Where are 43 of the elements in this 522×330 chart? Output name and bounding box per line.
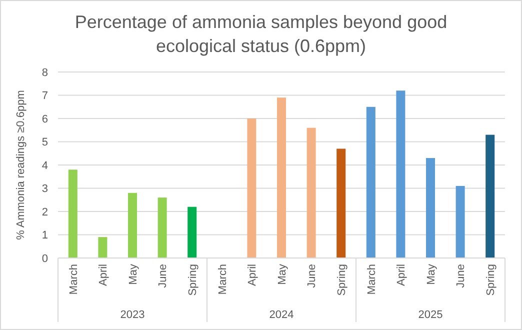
x-tick-label: June — [455, 264, 468, 288]
text: 2025 — [418, 309, 443, 321]
bar — [336, 148, 346, 258]
x-tick-label: Spring — [186, 264, 199, 296]
y-tick-label: 3 — [42, 183, 48, 196]
x-tick-label: April — [396, 264, 408, 286]
y-tick-label: 7 — [42, 90, 48, 102]
x-tick-label: March — [366, 264, 378, 295]
y-tick-label: 4 — [42, 160, 48, 172]
x-tick-label: May — [127, 264, 140, 285]
chart-title: Percentage of ammonia samples beyond good ecological status (0.6ppm) — [74, 12, 448, 56]
x-tick-label: Spring — [336, 264, 348, 296]
bar — [98, 237, 108, 258]
x-tick-label: June — [157, 264, 170, 288]
x-tick-label: March — [68, 264, 80, 295]
bar — [128, 192, 137, 258]
y-tick-label: 6 — [42, 113, 48, 126]
bar — [426, 158, 435, 258]
bar — [247, 118, 256, 258]
bar — [486, 134, 495, 258]
y-tick-label: 1 — [42, 230, 48, 242]
y-tick-label: 2 — [42, 206, 48, 218]
bar — [306, 128, 316, 258]
bar — [68, 170, 78, 258]
y-tick-label: 8 — [42, 66, 48, 79]
bar — [188, 206, 197, 258]
bar — [396, 90, 406, 258]
bar — [277, 98, 286, 258]
x-tick-label: June — [306, 264, 318, 288]
text: 2023 — [120, 309, 145, 321]
x-tick-label: April — [246, 264, 259, 286]
bar — [158, 198, 167, 258]
x-tick-label: March — [216, 264, 229, 295]
bar — [456, 186, 465, 258]
x-tick-label: April — [98, 264, 110, 286]
x-tick-label: May — [276, 264, 288, 285]
y-tick-label: 0 — [42, 252, 48, 265]
x-tick-label: Spring — [484, 264, 497, 296]
bar — [366, 106, 376, 258]
x-tick-label: May — [425, 264, 438, 285]
y-axis-title: % Ammonia readings ≥0.6ppm — [15, 90, 27, 240]
text: 2024 — [269, 309, 294, 321]
y-tick-label: 5 — [42, 136, 48, 149]
